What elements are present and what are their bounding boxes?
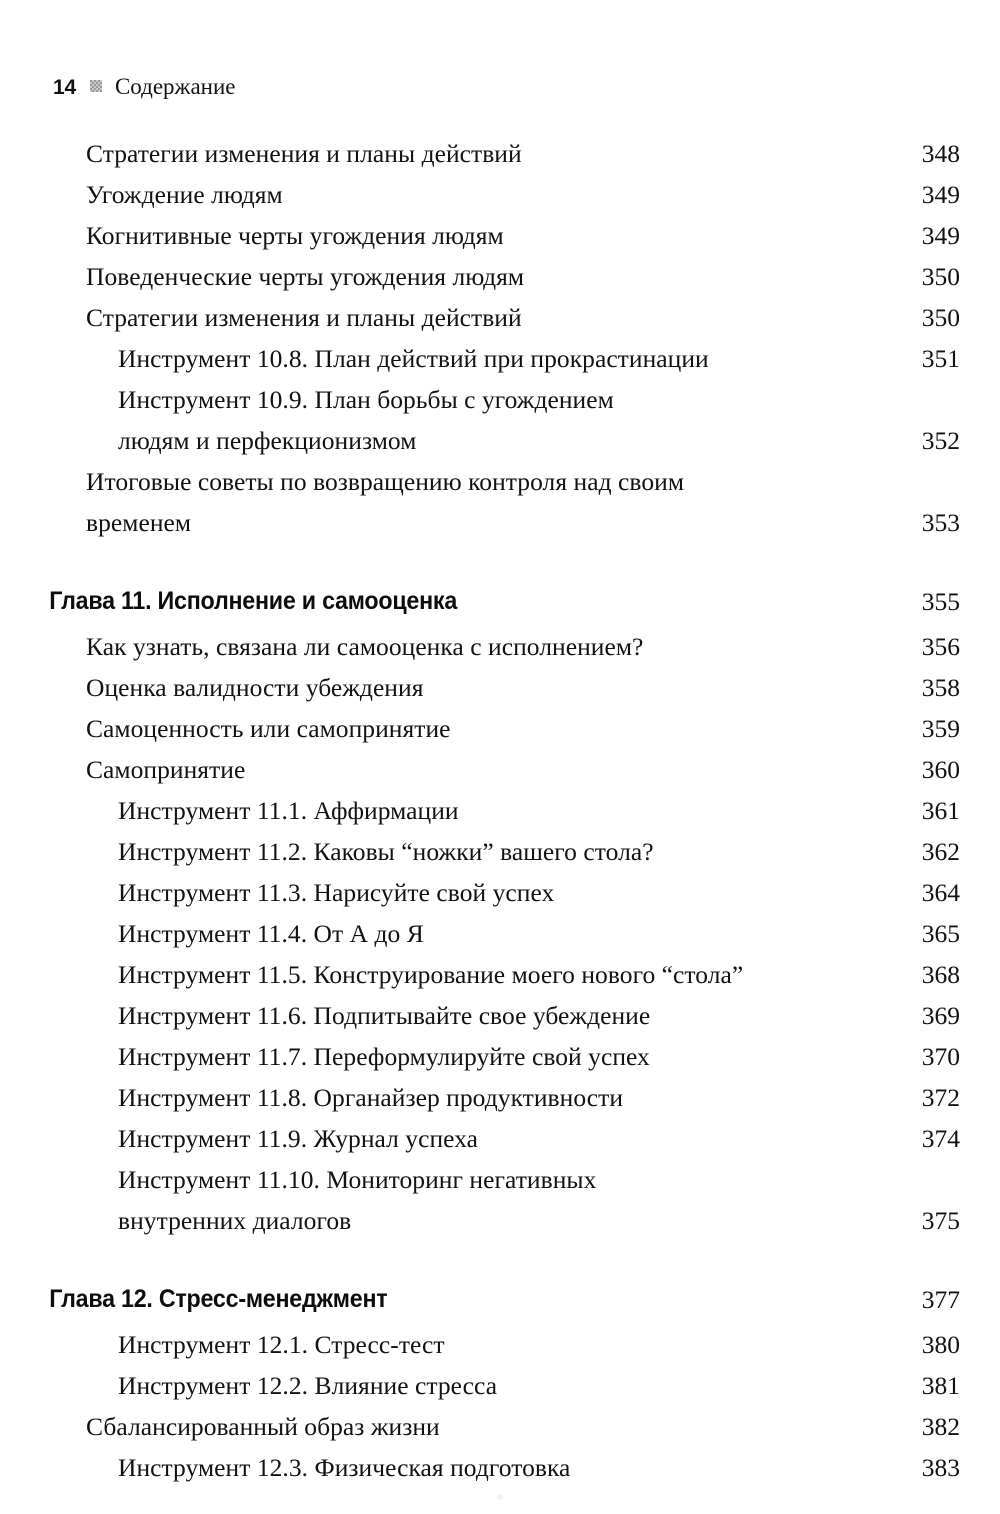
toc-entry-row[interactable]: Инструмент 12.2. Влияние стресса 381 xyxy=(0,1365,1000,1406)
toc-entry-title: Самопринятие xyxy=(86,755,246,784)
toc-entry-row[interactable]: Инструмент 12.3. Физическая подготовка 38… xyxy=(0,1447,1000,1488)
toc-entry-row[interactable]: Инструмент 11.1. Аффирмации 361 xyxy=(0,790,1000,831)
page-bottom-mark xyxy=(497,1494,503,1500)
toc-entry-title: Инструмент 11.6. Подпитывайте свое убежд… xyxy=(118,1001,651,1030)
toc-entry-page-number: 381 xyxy=(921,1371,960,1400)
toc-entry-row[interactable]: Итоговые советы по возвращению контроля … xyxy=(0,461,1000,543)
toc-entry-title: Инструмент 10.9. План борьбы с угождение… xyxy=(118,385,614,455)
toc-entry-title: Стратегии изменения и планы действий xyxy=(86,139,522,168)
toc-entry-row[interactable]: Самоценность или самопринятие 359 xyxy=(0,708,1000,749)
toc-entry-page-number: 350 xyxy=(921,303,960,332)
toc-entry-page-number: 349 xyxy=(921,221,960,250)
toc-entry-title: Оценка валидности убеждения xyxy=(86,673,424,702)
toc-entry-row[interactable]: Инструмент 11.9. Журнал успеха 374 xyxy=(0,1118,1000,1159)
toc-entry-title: Самоценность или самопринятие xyxy=(86,714,451,743)
toc-chapter-row[interactable]: Глава 11. Исполнение и самооценка 355 xyxy=(0,581,1000,622)
toc-entry-row[interactable]: Когнитивные черты угождения людям 349 xyxy=(0,215,1000,256)
toc-entry-page-number: 355 xyxy=(921,587,960,616)
toc-entry-title: Как узнать, связана ли самооценка с испо… xyxy=(86,632,644,661)
toc-entry-page-number: 360 xyxy=(921,755,960,784)
toc-entry-page-number: 359 xyxy=(921,714,960,743)
table-of-contents-list: Стратегии изменения и планы действий 348 У… xyxy=(0,133,1000,1488)
toc-entry-row[interactable]: Сбалансированный образ жизни 382 xyxy=(0,1406,1000,1447)
toc-entry-title: Инструмент 11.10. Мониторинг негативных … xyxy=(118,1165,597,1235)
toc-entry-title: Инструмент 12.3. Физическая подготовка xyxy=(118,1453,571,1482)
page-folio-number: 14 xyxy=(53,76,76,99)
toc-entry-page-number: 368 xyxy=(921,960,960,989)
toc-entry-page-number: 374 xyxy=(921,1124,960,1153)
toc-chapter-title: Глава 12. Стресс-менеджмент xyxy=(49,1285,388,1313)
toc-entry-title: Инструмент 11.8. Органайзер продуктивнос… xyxy=(118,1083,624,1112)
toc-entry-page-number: 348 xyxy=(921,139,960,168)
toc-entry-title: Инструмент 11.5. Конструирование моего н… xyxy=(118,960,744,989)
toc-entry-page-number: 369 xyxy=(921,1001,960,1030)
toc-entry-row[interactable]: Как узнать, связана ли самооценка с испо… xyxy=(0,626,1000,667)
toc-entry-page-number: 353 xyxy=(921,508,960,537)
toc-entry-page-number: 362 xyxy=(921,837,960,866)
toc-entry-row[interactable]: Инструмент 11.3. Нарисуйте свой успех 364 xyxy=(0,872,1000,913)
toc-entry-row[interactable]: Инструмент 11.8. Органайзер продуктивнос… xyxy=(0,1077,1000,1118)
toc-entry-row[interactable]: Инструмент 11.5. Конструирование моего н… xyxy=(0,954,1000,995)
toc-entry-page-number: 380 xyxy=(921,1330,960,1359)
toc-chapter-row[interactable]: Глава 12. Стресс-менеджмент 377 xyxy=(0,1279,1000,1320)
toc-entry-page-number: 365 xyxy=(921,919,960,948)
running-head: 14 Содержание xyxy=(53,74,235,100)
toc-entry-page-number: 350 xyxy=(921,262,960,291)
toc-entry-title: Инструмент 12.1. Стресс-тест xyxy=(118,1330,445,1359)
toc-entry-title: Поведенческие черты угождения людям xyxy=(86,262,525,291)
running-head-title: Содержание xyxy=(114,74,236,99)
toc-entry-row[interactable]: Инструмент 11.7. Переформулируйте свой у… xyxy=(0,1036,1000,1077)
toc-entry-page-number: 352 xyxy=(921,426,960,455)
toc-entry-title: Инструмент 11.3. Нарисуйте свой успех xyxy=(118,878,555,907)
toc-entry-title: Итоговые советы по возвращению контроля … xyxy=(86,467,685,537)
toc-entry-row[interactable]: Инструмент 11.6. Подпитывайте свое убежд… xyxy=(0,995,1000,1036)
toc-entry-page-number: 349 xyxy=(921,180,960,209)
toc-entry-page-number: 377 xyxy=(921,1285,960,1314)
toc-entry-row[interactable]: Инструмент 11.4. От А до Я 365 xyxy=(0,913,1000,954)
toc-entry-title: Инструмент 11.2. Каковы “ножки” вашего с… xyxy=(118,837,654,866)
toc-entry-page-number: 382 xyxy=(921,1412,960,1441)
toc-entry-title: Стратегии изменения и планы действий xyxy=(86,303,522,332)
toc-entry-row[interactable]: Самопринятие 360 xyxy=(0,749,1000,790)
toc-entry-row[interactable]: Стратегии изменения и планы действий 350 xyxy=(0,297,1000,338)
toc-entry-page-number: 370 xyxy=(921,1042,960,1071)
toc-entry-title: Инструмент 11.4. От А до Я xyxy=(118,919,424,948)
toc-entry-page-number: 361 xyxy=(921,796,960,825)
toc-chapter-title: Глава 11. Исполнение и самооценка xyxy=(49,587,458,615)
toc-entry-row[interactable]: Поведенческие черты угождения людям 350 xyxy=(0,256,1000,297)
toc-entry-title: Угождение людям xyxy=(86,180,283,209)
toc-entry-row[interactable]: Инструмент 11.2. Каковы “ножки” вашего с… xyxy=(0,831,1000,872)
toc-entry-page-number: 364 xyxy=(921,878,960,907)
toc-entry-row[interactable]: Инструмент 10.8. План действий при прокр… xyxy=(0,338,1000,379)
toc-entry-title: Инструмент 12.2. Влияние стресса xyxy=(118,1371,498,1400)
toc-entry-row[interactable]: Инструмент 12.1. Стресс-тест 380 xyxy=(0,1324,1000,1365)
toc-entry-page-number: 375 xyxy=(921,1206,960,1235)
toc-entry-page-number: 351 xyxy=(921,344,960,373)
toc-entry-row[interactable]: Стратегии изменения и планы действий 348 xyxy=(0,133,1000,174)
toc-entry-page-number: 383 xyxy=(921,1453,960,1482)
toc-entry-page-number: 356 xyxy=(921,632,960,661)
toc-entry-row[interactable]: Инструмент 10.9. План борьбы с угождение… xyxy=(0,379,1000,461)
toc-entry-title: Инструмент 10.8. План действий при прокр… xyxy=(118,344,709,373)
toc-entry-title: Инструмент 11.7. Переформулируйте свой у… xyxy=(118,1042,650,1071)
toc-entry-page-number: 372 xyxy=(921,1083,960,1112)
toc-entry-row[interactable]: Угождение людям 349 xyxy=(0,174,1000,215)
toc-entry-title: Когнитивные черты угождения людям xyxy=(86,221,504,250)
toc-entry-title: Инструмент 11.9. Журнал успеха xyxy=(118,1124,479,1153)
halftone-square-dingbat-icon xyxy=(89,80,102,92)
toc-entry-title: Сбалансированный образ жизни xyxy=(86,1412,440,1441)
toc-entry-row[interactable]: Оценка валидности убеждения 358 xyxy=(0,667,1000,708)
toc-entry-title: Инструмент 11.1. Аффирмации xyxy=(118,796,459,825)
toc-entry-page-number: 358 xyxy=(921,673,960,702)
toc-entry-row[interactable]: Инструмент 11.10. Мониторинг негативных … xyxy=(0,1159,1000,1241)
